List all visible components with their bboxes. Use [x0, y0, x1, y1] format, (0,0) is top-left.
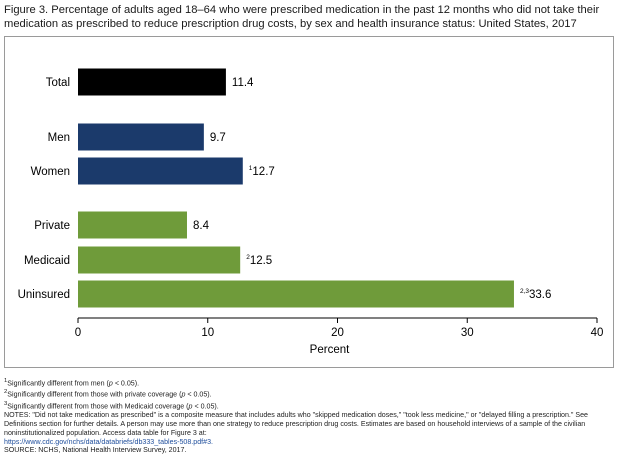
- footnote-3-mark: 3: [4, 400, 8, 407]
- footnote-1-tail: < 0.05).: [112, 379, 140, 388]
- category-label-women: Women: [31, 166, 70, 178]
- x-tick-label-0: 0: [75, 327, 81, 339]
- data-label-private: 8.4: [193, 220, 210, 232]
- data-label-superscript-uninsured: 2,3: [520, 288, 529, 295]
- bar-women: [78, 157, 243, 185]
- footnote-2-p: p: [181, 390, 186, 399]
- footnote-3-text: Significantly different from those with …: [7, 401, 189, 410]
- footnote-3-tail: < 0.05).: [192, 401, 219, 410]
- footnote-1-mark: 1: [4, 378, 8, 384]
- data-label-total: 11.4: [232, 77, 254, 89]
- notes-text: NOTES: "Did not take medication as presc…: [4, 410, 588, 437]
- footnote-2-tail: < 0.05).: [185, 390, 212, 399]
- footnote-3: 3Significantly different from those with…: [4, 400, 616, 411]
- bar-men: [78, 123, 204, 151]
- bar-private: [78, 211, 187, 239]
- figure-title-line2: medication as prescribed to reduce presc…: [4, 18, 577, 30]
- category-label-total: Total: [46, 77, 70, 89]
- source-text: SOURCE: NCHS, National Health Interview …: [4, 446, 187, 455]
- category-label-men: Men: [48, 132, 70, 144]
- data-label-women: 112.7: [249, 165, 275, 178]
- bar-total: [78, 68, 226, 96]
- bar-uninsured: [78, 280, 514, 308]
- footnote-1-p: p: [108, 379, 113, 388]
- data-label-superscript-women: 1: [249, 165, 253, 172]
- footnote-2: 2Significantly different from those with…: [4, 388, 616, 399]
- data-label-uninsured: 2,333.6: [520, 288, 551, 301]
- bar-chart: Total 11.4 Men 9.7 Women 112.7 Private 8.4 Medic…: [18, 68, 604, 356]
- category-label-uninsured: Uninsured: [18, 289, 70, 301]
- data-label-value-women: 12.7: [252, 166, 274, 178]
- data-label-men: 9.7: [210, 132, 226, 144]
- bar-medicaid: [78, 246, 241, 274]
- category-label-private: Private: [34, 220, 70, 232]
- footnotes: 1Significantly different from men (p < 0…: [4, 377, 616, 455]
- footnote-1: 1Significantly different from men (p < 0…: [4, 377, 616, 388]
- data-label-superscript-medicaid: 2: [246, 254, 250, 261]
- category-label-medicaid: Medicaid: [24, 255, 70, 267]
- chart-frame: [4, 36, 614, 368]
- x-axis-title: Percent: [310, 344, 350, 356]
- footnote-1-text: Significantly different from men (: [7, 379, 109, 388]
- data-table-link[interactable]: https://www.cdc.gov/nchs/data/databriefs…: [4, 437, 214, 446]
- x-tick-label-30: 30: [461, 327, 474, 339]
- x-tick-label-20: 20: [331, 327, 344, 339]
- x-tick-label-40: 40: [591, 327, 604, 339]
- data-label-value-medicaid: 12.5: [250, 255, 272, 267]
- data-label-value-uninsured: 33.6: [529, 289, 551, 301]
- footnote-2-text: Significantly different from those with …: [7, 390, 182, 399]
- x-tick-label-10: 10: [201, 327, 214, 339]
- footnote-3-p: p: [188, 401, 193, 410]
- footnote-2-mark: 2: [4, 389, 8, 396]
- figure-title-line1: Figure 3. Percentage of adults aged 18–6…: [4, 4, 600, 16]
- figure-title: Figure 3. Percentage of adults aged 18–6…: [4, 3, 612, 31]
- data-label-medicaid: 212.5: [246, 254, 272, 267]
